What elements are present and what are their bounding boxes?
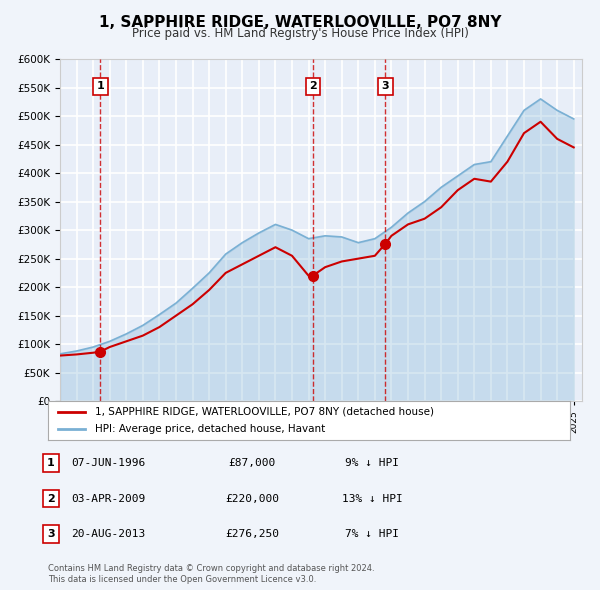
Text: 1: 1: [47, 458, 55, 468]
Text: HPI: Average price, detached house, Havant: HPI: Average price, detached house, Hava…: [95, 424, 325, 434]
Text: 1, SAPPHIRE RIDGE, WATERLOOVILLE, PO7 8NY (detached house): 1, SAPPHIRE RIDGE, WATERLOOVILLE, PO7 8N…: [95, 407, 434, 417]
Text: 03-APR-2009: 03-APR-2009: [71, 494, 145, 503]
Text: Contains HM Land Registry data © Crown copyright and database right 2024.: Contains HM Land Registry data © Crown c…: [48, 565, 374, 573]
Text: 1, SAPPHIRE RIDGE, WATERLOOVILLE, PO7 8NY: 1, SAPPHIRE RIDGE, WATERLOOVILLE, PO7 8N…: [99, 15, 501, 30]
Text: 2: 2: [47, 494, 55, 503]
Text: 9% ↓ HPI: 9% ↓ HPI: [345, 458, 399, 468]
Text: This data is licensed under the Open Government Licence v3.0.: This data is licensed under the Open Gov…: [48, 575, 316, 584]
Text: 3: 3: [47, 529, 55, 539]
Text: 20-AUG-2013: 20-AUG-2013: [71, 529, 145, 539]
Text: 1: 1: [97, 81, 104, 91]
Text: £276,250: £276,250: [225, 529, 279, 539]
Text: 07-JUN-1996: 07-JUN-1996: [71, 458, 145, 468]
Text: 13% ↓ HPI: 13% ↓ HPI: [341, 494, 403, 503]
Text: £87,000: £87,000: [229, 458, 275, 468]
Text: 3: 3: [382, 81, 389, 91]
Text: 2: 2: [309, 81, 317, 91]
Text: £220,000: £220,000: [225, 494, 279, 503]
Text: Price paid vs. HM Land Registry's House Price Index (HPI): Price paid vs. HM Land Registry's House …: [131, 27, 469, 40]
Text: 7% ↓ HPI: 7% ↓ HPI: [345, 529, 399, 539]
